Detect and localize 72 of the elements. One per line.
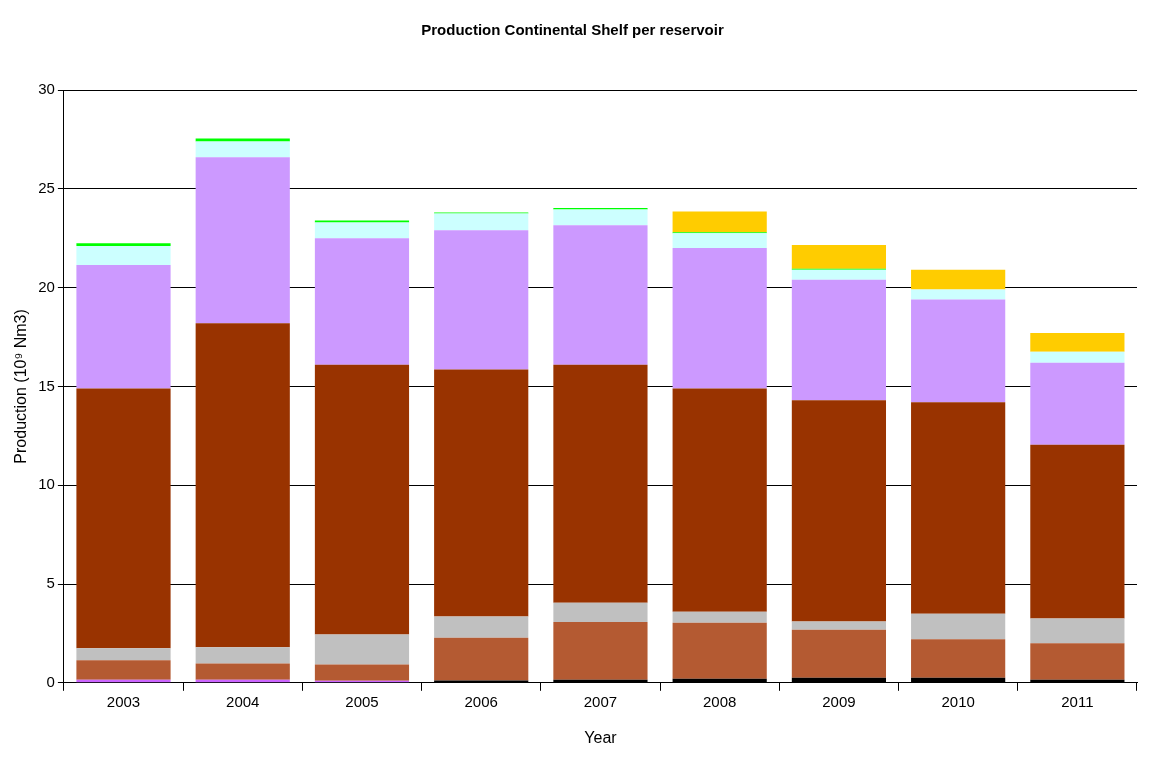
bar [314, 664, 410, 681]
x-tick-label: 2005 [345, 692, 379, 710]
x-tick-label: 2006 [464, 692, 498, 710]
bar [195, 647, 290, 664]
bar [434, 213, 529, 231]
y-tick-label: 10 [38, 475, 55, 493]
bar [791, 400, 887, 622]
bar [195, 157, 290, 324]
bar [314, 364, 410, 635]
bar [553, 602, 648, 622]
bar [672, 611, 767, 623]
bar [195, 663, 290, 680]
bar [76, 243, 171, 247]
y-axis-title: Production (10⁹ Nm3) [12, 309, 30, 464]
bar [1030, 351, 1125, 363]
bar [434, 637, 529, 681]
bar [672, 211, 767, 233]
bar [76, 246, 171, 265]
bar [1030, 362, 1125, 445]
bar [791, 677, 887, 683]
bar [76, 648, 171, 661]
bar [911, 289, 1006, 300]
x-tick-label: 2003 [106, 692, 141, 710]
y-tick-label: 20 [38, 277, 55, 295]
y-tick-label: 30 [38, 80, 55, 98]
bar [314, 222, 410, 239]
bar [314, 238, 410, 365]
x-tick-label: 2010 [941, 692, 975, 710]
chart-title: Production Continental Shelf per reservoir [421, 21, 724, 39]
bar [791, 621, 887, 630]
y-tick-label: 5 [46, 574, 55, 592]
bar [911, 299, 1006, 403]
bar [911, 639, 1006, 678]
bar [791, 279, 887, 401]
x-tick-label: 2008 [702, 692, 737, 710]
bar [672, 248, 767, 389]
bar [553, 621, 648, 680]
bar [76, 264, 171, 389]
bar [911, 677, 1006, 683]
bar [434, 230, 529, 370]
bar [553, 209, 648, 226]
x-tick-label: 2009 [822, 692, 856, 710]
bar [791, 269, 887, 280]
bar [434, 369, 529, 617]
bar [195, 138, 290, 142]
bar [76, 660, 171, 680]
bar [911, 613, 1006, 640]
bar [434, 616, 529, 638]
bar [1030, 333, 1125, 352]
bar [1030, 618, 1125, 644]
y-tick-label: 15 [38, 376, 55, 394]
bar [672, 233, 767, 249]
bar [791, 629, 887, 678]
bar [195, 323, 290, 648]
x-axis-title: Year [584, 728, 618, 746]
bar [1030, 444, 1125, 619]
x-tick-label: 2007 [583, 692, 618, 710]
bar [911, 402, 1006, 614]
bar [672, 622, 767, 679]
bar [76, 388, 171, 649]
bar [314, 634, 410, 665]
bar [1030, 643, 1125, 680]
bar [672, 388, 767, 612]
bar [195, 141, 290, 158]
bar [553, 364, 648, 603]
bar [911, 269, 1006, 290]
bar [553, 225, 648, 365]
x-tick-label: 2004 [226, 692, 260, 710]
bar [791, 245, 887, 269]
x-tick-label: 2011 [1061, 692, 1094, 710]
y-tick-label: 25 [38, 178, 55, 196]
y-tick-label: 0 [46, 672, 55, 690]
